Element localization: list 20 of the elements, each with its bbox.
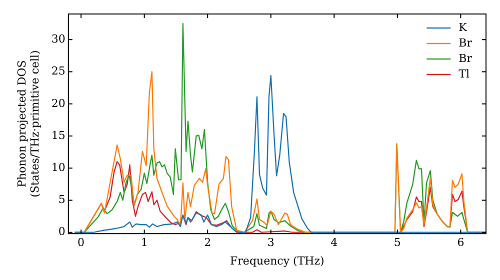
legend-label: K (458, 20, 468, 34)
y-tick-label: 10 (51, 160, 66, 174)
legend-label: Tl (458, 67, 470, 80)
x-tick-label: 4 (330, 236, 338, 250)
x-tick-label: 2 (204, 236, 212, 250)
legend-label: Br (458, 52, 473, 65)
y-axis-title: Phonon projected DOS (States/THz·primitive cell) (15, 50, 42, 198)
y-tick-label: 0 (58, 225, 66, 238)
x-tick-label: 1 (140, 236, 148, 250)
y-tick-label: 30 (51, 32, 66, 46)
legend-label: Br (458, 36, 473, 50)
y-tick-label: 15 (51, 128, 66, 142)
x-axis-title: Frequency (THz) (230, 254, 324, 268)
y-tick-label: 20 (51, 96, 66, 110)
y-tick-label: 5 (58, 193, 66, 206)
x-tick-label: 3 (267, 236, 274, 250)
x-tick-label: 6 (457, 236, 464, 250)
x-tick-label: 0 (78, 236, 85, 250)
x-tick-label: 5 (394, 236, 401, 250)
y-tick-label: 25 (51, 64, 66, 78)
